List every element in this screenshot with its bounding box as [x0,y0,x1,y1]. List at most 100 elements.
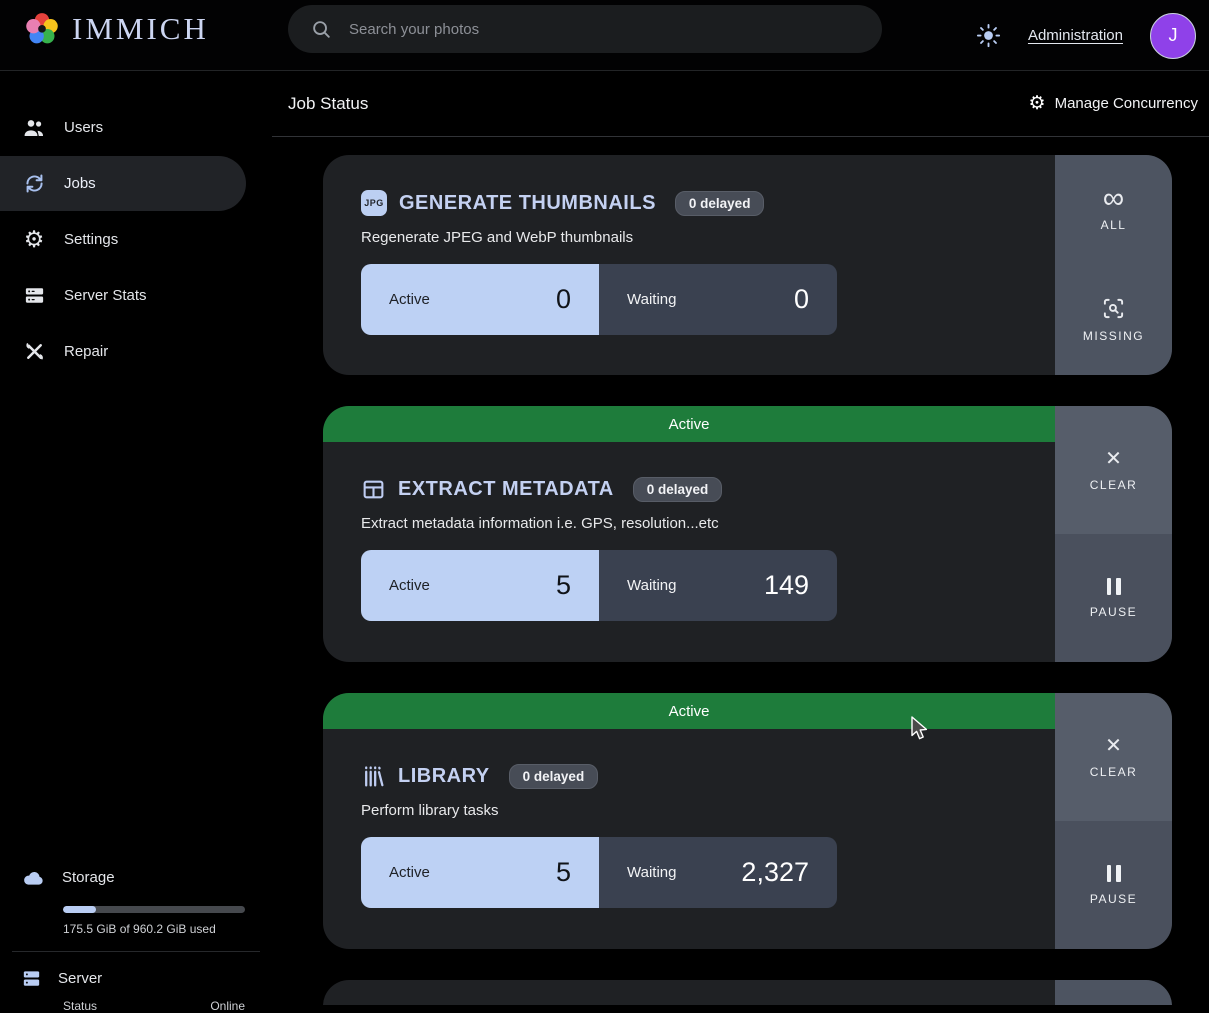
active-status-banner: Active [323,693,1055,729]
scan-search-icon [1103,298,1124,319]
sidebar-item-settings[interactable]: ⚙ Settings [0,212,246,267]
avatar-initial: J [1168,25,1178,45]
page-title: Job Status [288,93,369,113]
server-stats-icon [22,284,46,308]
sun-icon [976,23,1001,48]
job-description: Perform library tasks [361,802,499,819]
waiting-count: 2,327 [741,857,809,887]
job-card-extract-metadata: Active EXTRACT METADATA 0 delayed [323,406,1172,662]
storage-usage-text: 175.5 GiB of 960.2 GiB used [63,922,216,936]
storage-progress-fill [63,906,97,913]
pause-button[interactable]: PAUSE [1055,534,1172,662]
sidebar-item-label: Users [64,119,104,136]
pause-icon [1106,578,1121,596]
sidebar-item-label: Settings [64,231,119,248]
search-bar[interactable] [288,5,882,53]
job-stats: Active 5 Waiting 2,327 [361,837,837,908]
main-content: Job Status ⚙ Manage Concurrency JPG GENE… [272,71,1209,1005]
sidebar-item-repair[interactable]: Repair [0,324,246,379]
administration-link[interactable]: Administration [1027,27,1123,44]
clear-label: CLEAR [1089,764,1138,779]
app-title: IMMICH [72,11,209,46]
server-section: Server [0,967,272,990]
close-icon: ✕ [1105,447,1122,470]
job-card-actions [1055,980,1172,1005]
pause-label: PAUSE [1089,891,1138,906]
waiting-count-tile: Waiting 2,327 [599,837,837,908]
active-count: 0 [555,284,571,314]
top-bar: IMMICH Administration J [0,0,1209,71]
sidebar-item-server-stats[interactable]: Server Stats [0,268,246,323]
sidebar-nav: Users Jobs ⚙ Settings [0,71,272,379]
sync-icon [22,172,46,196]
pause-button[interactable]: PAUSE [1055,821,1172,949]
server-icon [20,967,43,990]
waiting-label: Waiting [627,577,677,594]
sidebar-item-label: Jobs [64,175,96,192]
server-status-row: Status Online [63,999,245,1013]
pause-label: PAUSE [1089,604,1138,619]
job-card-actions: ✕ CLEAR PAUSE [1055,406,1172,662]
active-count-tile: Active 5 [361,837,599,908]
job-card-actions: ✕ CLEAR PAUSE [1055,693,1172,949]
search-icon [313,21,330,38]
jpg-icon: JPG [361,190,387,216]
run-all-label: ALL [1100,217,1127,232]
storage-section: Storage [0,865,272,895]
job-card-main: Active EXTRACT METADATA 0 delayed [323,406,1055,662]
active-label: Active [389,577,430,594]
active-label: Active [389,864,430,881]
tools-icon [22,340,46,364]
delayed-badge: 0 delayed [632,477,723,502]
waiting-label: Waiting [627,864,677,881]
run-all-button[interactable]: ∞ ALL [1055,155,1172,265]
sidebar-divider [12,951,260,952]
manage-concurrency-button[interactable]: ⚙ Manage Concurrency [1029,94,1198,113]
job-action-button[interactable] [1055,980,1172,1005]
job-card-main: JPG GENERATE THUMBNAILS 0 delayed Regene… [323,155,1055,375]
manage-concurrency-label: Manage Concurrency [1054,95,1198,112]
pause-icon [1106,865,1121,883]
waiting-count-tile: Waiting 149 [599,550,837,621]
immich-flower-icon [26,13,58,44]
library-icon [361,764,386,789]
active-count: 5 [555,570,571,600]
job-card-actions: ∞ ALL MISSING [1055,155,1172,375]
theme-toggle-button[interactable] [976,23,1001,48]
job-card-partial [323,980,1172,1005]
clear-button[interactable]: ✕ CLEAR [1055,693,1172,821]
sidebar: Users Jobs ⚙ Settings [0,71,272,1013]
gear-icon: ⚙ [23,226,45,252]
active-count: 5 [555,857,571,887]
job-stats: Active 0 Waiting 0 [361,264,837,335]
sidebar-item-users[interactable]: Users [0,100,246,155]
cloud-icon [20,866,47,895]
gear-icon: ⚙ [1028,93,1046,114]
job-description: Regenerate JPEG and WebP thumbnails [361,229,634,246]
run-missing-label: MISSING [1082,329,1145,343]
app-logo[interactable]: IMMICH [22,8,209,50]
job-title: LIBRARY [398,765,490,787]
sidebar-item-label: Repair [64,343,109,360]
job-card-main: Active LIBRARY 0 delayed Perform library… [323,693,1055,949]
waiting-count: 149 [763,570,809,600]
close-icon: ✕ [1105,734,1122,757]
job-cards: JPG GENERATE THUMBNAILS 0 delayed Regene… [272,137,1209,1005]
server-status-label: Status [63,999,98,1013]
waiting-count: 0 [793,284,809,314]
page-header: Job Status ⚙ Manage Concurrency [272,71,1209,137]
job-description: Extract metadata information i.e. GPS, r… [361,515,719,532]
sidebar-item-jobs[interactable]: Jobs [0,156,246,211]
search-input[interactable] [347,19,860,39]
job-card-main [323,980,1055,1005]
avatar[interactable]: J [1150,12,1196,59]
server-label: Server [58,970,103,987]
infinity-icon: ∞ [1102,181,1125,215]
server-status-value: Online [210,999,245,1013]
job-stats: Active 5 Waiting 149 [361,550,837,621]
clear-button[interactable]: ✕ CLEAR [1055,406,1172,534]
storage-progress-bar [63,906,245,913]
run-missing-button[interactable]: MISSING [1055,265,1172,375]
sidebar-footer: Storage 175.5 GiB of 960.2 GiB used Serv… [0,865,272,1013]
sidebar-item-label: Server Stats [64,287,147,304]
